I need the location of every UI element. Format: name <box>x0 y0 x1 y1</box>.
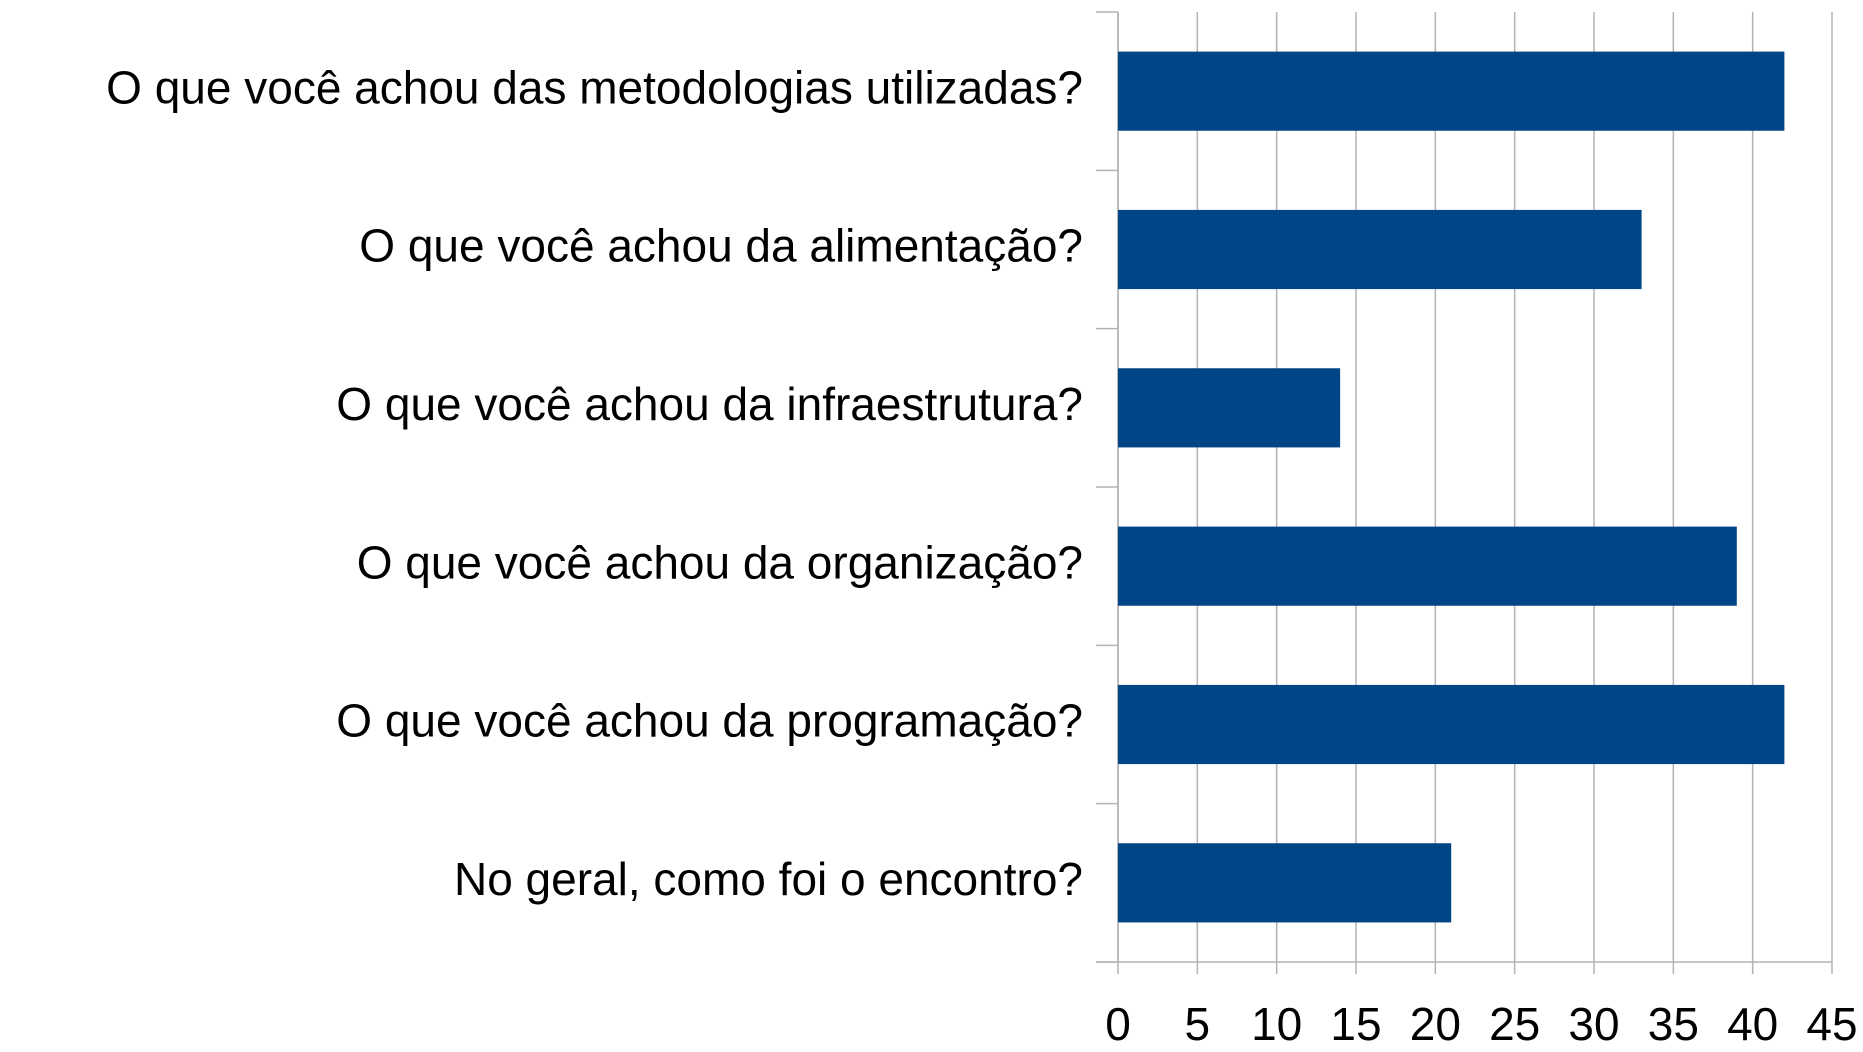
bar <box>1118 526 1737 606</box>
x-tick-label: 30 <box>1568 998 1619 1047</box>
x-tick-label: 40 <box>1727 998 1778 1047</box>
y-tick-label: O que você achou das metodologias utiliz… <box>106 61 1083 113</box>
y-tick-label: O que você achou da infraestrutura? <box>336 378 1083 430</box>
x-tick-label: 35 <box>1648 998 1699 1047</box>
x-tick-label: 15 <box>1330 998 1381 1047</box>
y-tick-label: O que você achou da programação? <box>336 695 1083 747</box>
bar <box>1118 209 1642 290</box>
y-tick-label: O que você achou da organização? <box>357 536 1083 588</box>
x-tick-label: 0 <box>1105 998 1131 1047</box>
x-tick-label: 45 <box>1806 998 1857 1047</box>
bar <box>1118 684 1785 765</box>
bar <box>1118 843 1452 923</box>
x-tick-label: 20 <box>1410 998 1461 1047</box>
bar <box>1118 51 1785 131</box>
bar <box>1118 368 1341 448</box>
y-tick-label: No geral, como foi o encontro? <box>454 853 1083 905</box>
y-tick-label: O que você achou da alimentação? <box>359 220 1083 272</box>
x-tick-label: 10 <box>1251 998 1302 1047</box>
x-tick-label: 25 <box>1489 998 1540 1047</box>
x-tick-label: 5 <box>1185 998 1211 1047</box>
